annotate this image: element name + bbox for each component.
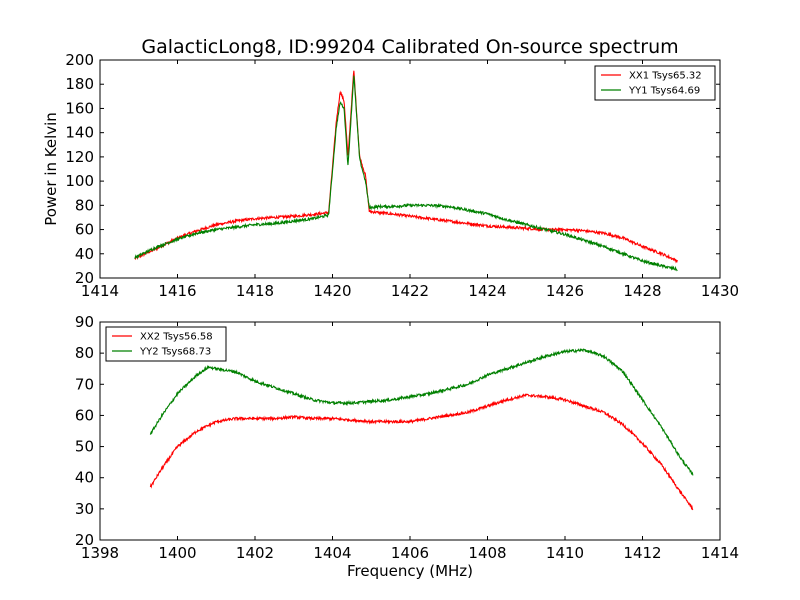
legend-label: XX1 Tsys65.32 [629, 71, 702, 82]
y-tick-label: 60 [75, 221, 94, 239]
y-tick-label: 80 [75, 344, 94, 362]
y-tick-label: 120 [65, 148, 94, 166]
y-tick-label: 140 [65, 124, 94, 142]
x-tick-label: 1398 [81, 544, 119, 562]
x-tick-label: 1416 [158, 282, 196, 300]
x-tick-label: 1408 [468, 544, 506, 562]
series-line-2-2 [149, 348, 694, 476]
y-axis-label: Power in Kelvin [42, 112, 60, 226]
y-tick-label: 200 [65, 51, 94, 69]
x-tick-label: 1414 [81, 282, 119, 300]
plot-panel-1: 1414 1416 1418 1420 1422 1424 1426 1428 1430 20 40… [65, 51, 739, 300]
x-tick-label: 1414 [701, 544, 739, 562]
legend-box [105, 326, 227, 362]
y-tick-label: 20 [75, 531, 94, 549]
x-tick-label: 1426 [546, 282, 584, 300]
x-tick-label: 1424 [468, 282, 506, 300]
legend-label: YY2 Tsys68.73 [139, 347, 211, 358]
y-tick-label: 40 [75, 469, 94, 487]
x-tick-label: 1420 [313, 282, 351, 300]
y-tick-label: 20 [75, 269, 94, 287]
legend-2: XX2 Tsys56.58 YY2 Tsys68.73 [105, 326, 227, 362]
chart-title: GalacticLong8, ID:99204 Calibrated On-so… [141, 36, 678, 58]
x-tick-label: 1402 [236, 544, 274, 562]
y-tick-label: 40 [75, 245, 94, 263]
x-axis-label: Frequency (MHz) [347, 562, 473, 580]
x-tick-label: 1406 [391, 544, 429, 562]
x-tick-label: 1430 [701, 282, 739, 300]
series-line-1-2 [134, 75, 678, 272]
legend-1: XX1 Tsys65.32 YY1 Tsys64.69 [594, 65, 716, 101]
x-tick-label: 1400 [158, 544, 196, 562]
plot-panel-2: 1398 1400 1402 1404 1406 1408 1410 1412 1414 20 30… [75, 313, 739, 562]
legend-label: YY1 Tsys64.69 [628, 86, 700, 97]
y-tick-label: 100 [65, 172, 94, 190]
x-tick-label: 1412 [623, 544, 661, 562]
x-tick-label: 1422 [391, 282, 429, 300]
y-tick-label: 50 [75, 438, 94, 456]
y-tick-label: 160 [65, 99, 94, 117]
x-tick-label: 1428 [623, 282, 661, 300]
series-line-1-1 [134, 70, 678, 264]
x-tick-label: 1404 [313, 544, 351, 562]
x-tick-label: 1418 [236, 282, 274, 300]
y-tick-label: 70 [75, 375, 94, 393]
legend-label: XX2 Tsys56.58 [140, 332, 213, 343]
y-tick-label: 180 [65, 75, 94, 93]
y-tick-label: 30 [75, 500, 94, 518]
legend-box [594, 65, 716, 101]
y-tick-label: 80 [75, 196, 94, 214]
series-line-2-1 [149, 393, 694, 511]
x-tick-label: 1410 [546, 544, 584, 562]
y-tick-label: 60 [75, 406, 94, 424]
y-tick-label: 90 [75, 313, 94, 331]
